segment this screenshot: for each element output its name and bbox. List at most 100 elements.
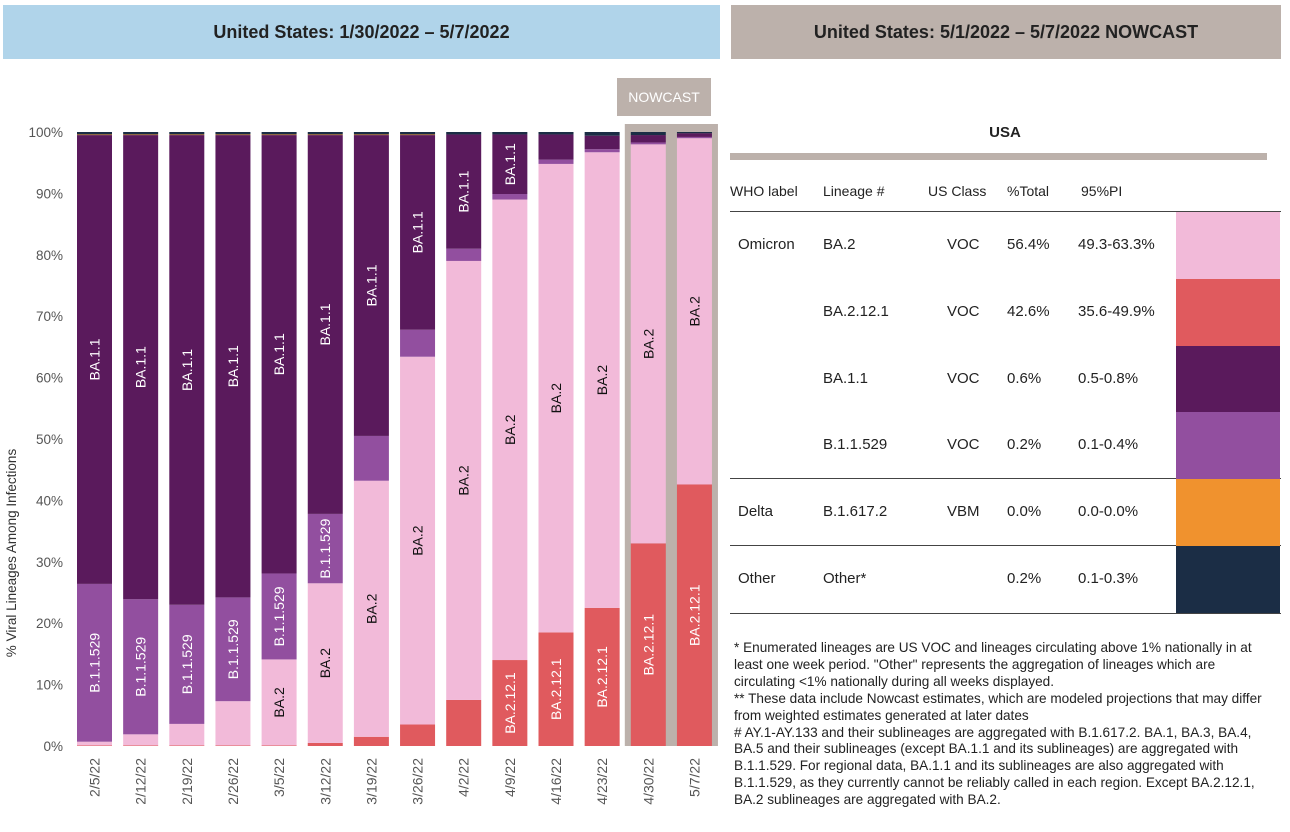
bar-data-label: BA.2 — [271, 687, 287, 718]
bar-data-label: BA.2.12.1 — [502, 672, 518, 734]
y-tick-label: 100% — [28, 125, 63, 140]
table-divider — [730, 478, 1281, 479]
y-axis: 0% 10% 20% 30% 40% 50% 60% 70% 80% 90% 100% — [28, 125, 63, 754]
bar-segment — [630, 543, 666, 746]
bar-data-label: BA.1.1 — [225, 345, 241, 387]
bar-data-label: BA.1.1 — [363, 264, 379, 306]
bar-segment — [584, 152, 620, 608]
bar-segment — [169, 134, 205, 136]
y-tick-label: 90% — [36, 186, 63, 201]
bar-segment — [307, 132, 343, 135]
x-tick-label: 2/26/22 — [225, 758, 241, 805]
x-axis: 2/5/22 2/12/22 2/19/22 2/26/22 3/5/22 3/12/22… — [87, 758, 703, 805]
us-class-cell: VOC — [947, 303, 980, 320]
bar-data-label: BA.2 — [456, 465, 472, 496]
bar-segment — [261, 135, 297, 574]
x-tick-label: 4/30/22 — [640, 758, 656, 805]
y-tick-label: 20% — [36, 616, 63, 631]
bar-data-label: BA.1.1 — [87, 338, 103, 380]
bar-segment — [307, 742, 343, 746]
bar-segment — [630, 132, 666, 136]
bar-data-label: BA.2 — [317, 648, 333, 679]
bar-segment — [169, 132, 205, 135]
color-swatch — [1176, 546, 1280, 613]
bar-segment — [676, 133, 712, 137]
bar-segment — [307, 135, 343, 514]
bar-segment — [492, 134, 528, 195]
bar-segment — [215, 701, 251, 746]
pi-cell: 0.0-0.0% — [1078, 503, 1139, 520]
bar-data-label: BA.1.1 — [456, 170, 472, 212]
bar-segment — [492, 194, 528, 200]
bar-segment — [261, 134, 297, 136]
bar-segment — [77, 135, 112, 584]
right-header: United States: 5/1/2022 – 5/7/2022 NOWCA… — [731, 5, 1281, 59]
bar-data-label: B.1.1.529 — [133, 637, 149, 697]
us-class-cell: VOC — [947, 236, 980, 253]
bar-segment — [353, 480, 389, 737]
bar-segment — [630, 135, 666, 143]
footnote: * Enumerated lineages are US VOC and lin… — [734, 640, 1252, 689]
table-divider — [730, 613, 1281, 614]
x-tick-label: 2/12/22 — [133, 758, 149, 805]
bar-segment — [215, 134, 251, 136]
pi-cell: 49.3-63.3% — [1078, 236, 1155, 253]
nowcast-tag: NOWCAST — [617, 78, 711, 116]
bar-data-label: BA.1.1 — [410, 211, 426, 253]
bar-segment — [538, 632, 574, 746]
percent-total-cell: 56.4% — [1007, 236, 1050, 253]
bar-segment — [307, 583, 343, 743]
bar-data-label: BA.1.1 — [271, 333, 287, 375]
bar-segment — [77, 745, 112, 746]
bar-segment — [123, 745, 159, 746]
table-title: USA — [989, 124, 1021, 141]
pi-cell: 35.6-49.9% — [1078, 303, 1155, 320]
color-swatch — [1176, 479, 1280, 546]
bar-segment — [446, 134, 482, 249]
bar-segment — [77, 134, 112, 136]
y-tick-label: 0% — [43, 739, 63, 754]
bar-segment — [123, 132, 159, 135]
us-class-cell: VOC — [947, 436, 980, 453]
bar-segment — [261, 659, 297, 746]
pi-cell: 0.1-0.3% — [1078, 570, 1139, 587]
who-label-cell: Delta — [738, 503, 774, 520]
pi-cell: 0.1-0.4% — [1078, 436, 1139, 453]
lineage-cell: BA.1.1 — [823, 370, 869, 387]
bar-segment — [400, 135, 436, 330]
bar-segment — [584, 132, 620, 136]
bar-data-label: BA.2 — [548, 383, 564, 414]
x-tick-label: 2/19/22 — [179, 758, 195, 805]
col-header-total: %Total — [1007, 183, 1050, 199]
bar-segment — [169, 745, 205, 746]
lineage-cell: BA.2.12.1 — [823, 303, 889, 320]
bar-segment — [215, 135, 251, 598]
bar-segment — [492, 132, 528, 135]
who-label-cell: Omicron — [738, 236, 795, 253]
percent-total-cell: 0.0% — [1007, 503, 1042, 520]
bar-segment — [307, 513, 343, 584]
us-class-cell: VOC — [947, 370, 980, 387]
color-swatch — [1176, 212, 1280, 279]
bar-data-label: BA.2.12.1 — [640, 614, 656, 676]
table-title-underline — [730, 153, 1267, 160]
bar-data-label: BA.1.1 — [502, 143, 518, 185]
bar-segment — [676, 138, 712, 485]
bar-data-label: BA.1.1 — [133, 346, 149, 388]
color-swatch — [1176, 279, 1280, 346]
percent-total-cell: 0.6% — [1007, 370, 1042, 387]
bar-segment — [77, 132, 112, 135]
col-header-class: US Class — [928, 183, 987, 199]
x-tick-label: 3/26/22 — [410, 758, 426, 805]
bar-segment — [400, 356, 436, 725]
x-tick-label: 2/5/22 — [87, 758, 103, 797]
bar-data-label: B.1.1.529 — [179, 634, 195, 694]
y-tick-label: 30% — [36, 555, 63, 570]
bar-data-label: B.1.1.529 — [87, 633, 103, 693]
bar-segment — [261, 132, 297, 135]
bar-segment — [676, 136, 712, 139]
col-header-lineage: Lineage # — [823, 183, 885, 199]
who-label-cell: Other — [738, 570, 776, 587]
bar-segment — [538, 163, 574, 633]
footnotes: * Enumerated lineages are US VOC and lin… — [734, 640, 1274, 809]
